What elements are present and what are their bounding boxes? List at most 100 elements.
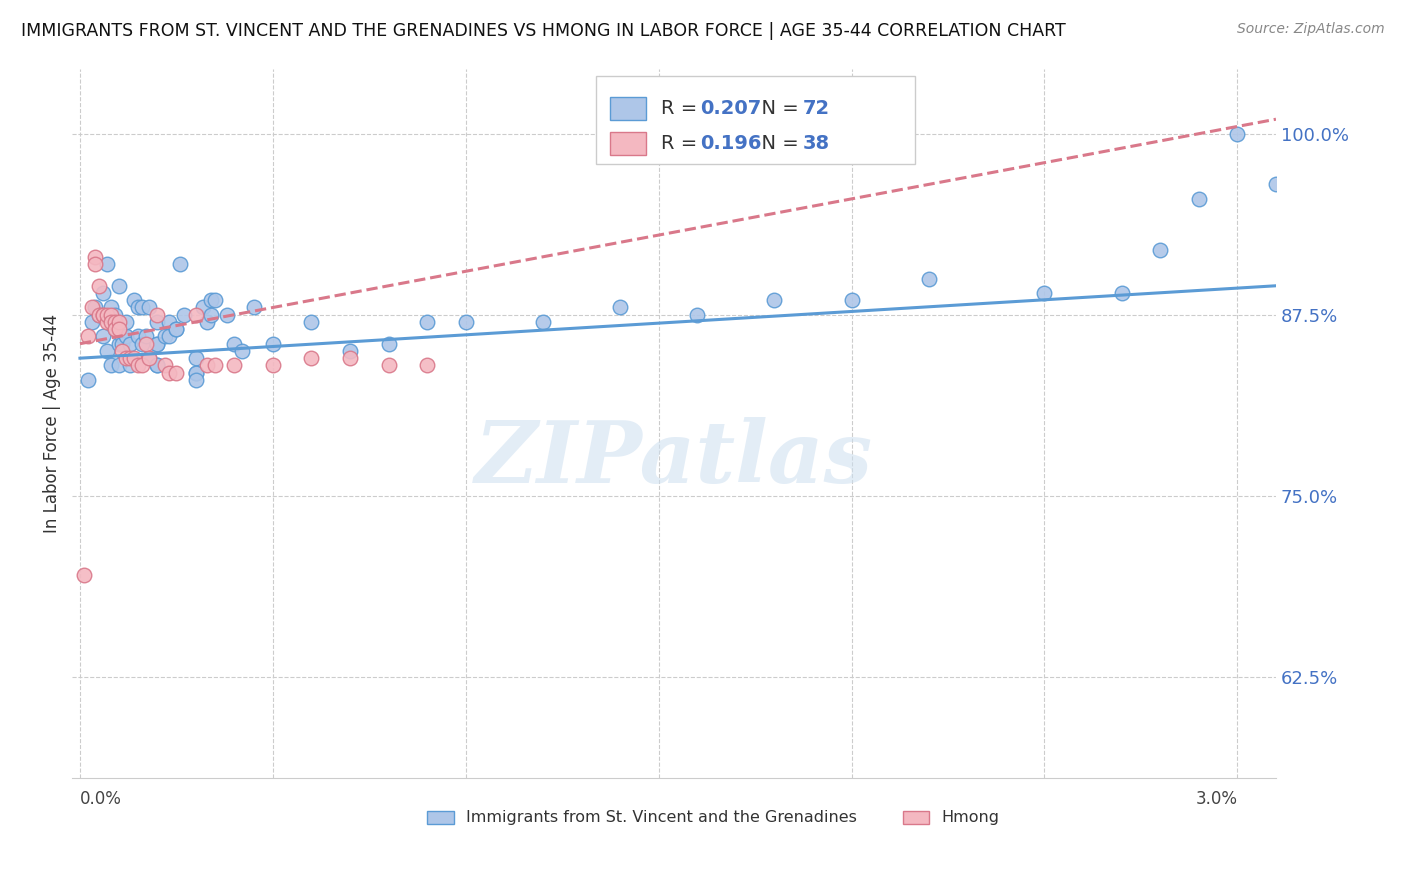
Point [96,343,118,358]
Point [131,301,153,315]
Point [146,359,169,373]
Point [146,359,169,373]
Point [200,293,222,308]
Point [1188,192,1211,206]
Point [80,301,103,315]
Point [122,293,145,308]
Point [107,359,129,373]
FancyBboxPatch shape [596,76,915,164]
Point [91,308,114,322]
Text: 0.207: 0.207 [700,99,762,118]
Point [84,250,107,264]
Point [100,308,122,322]
Point [184,351,207,366]
Point [127,301,149,315]
Point [104,322,127,336]
Point [173,308,195,322]
Point [609,301,631,315]
Point [131,359,153,373]
Point [416,359,439,373]
Point [195,359,218,373]
Point [157,366,180,380]
Text: IMMIGRANTS FROM ST. VINCENT AND THE GRENADINES VS HMONG IN LABOR FORCE | AGE 35-: IMMIGRANTS FROM ST. VINCENT AND THE GREN… [21,22,1066,40]
Point [73,568,96,582]
Point [184,366,207,380]
Point [138,301,160,315]
Point [120,336,142,351]
Point [146,308,169,322]
Point [1033,285,1056,300]
Point [339,343,361,358]
Text: Immigrants from St. Vincent and the Grenadines: Immigrants from St. Vincent and the Gren… [465,810,856,825]
Point [231,343,253,358]
FancyBboxPatch shape [427,811,454,823]
Text: 0.196: 0.196 [700,135,762,153]
Point [165,322,187,336]
Point [262,336,284,351]
Point [89,308,111,322]
Point [841,293,863,308]
Point [111,329,134,343]
Point [146,315,169,329]
Point [339,351,361,366]
FancyBboxPatch shape [610,132,647,155]
Point [1149,243,1171,257]
Point [195,315,218,329]
Point [184,308,207,322]
Point [76,373,98,387]
Point [120,359,142,373]
Point [224,336,246,351]
Point [96,315,118,329]
Point [84,301,107,315]
Point [184,373,207,387]
Y-axis label: In Labor Force | Age 35-44: In Labor Force | Age 35-44 [44,314,60,533]
Point [169,257,191,271]
Text: Source: ZipAtlas.com: Source: ZipAtlas.com [1237,22,1385,37]
Text: N =: N = [749,99,804,118]
Point [146,336,169,351]
Point [104,322,127,336]
FancyBboxPatch shape [610,97,647,120]
Point [763,293,786,308]
Point [111,343,134,358]
Point [135,336,157,351]
Point [80,315,103,329]
Point [100,359,122,373]
Point [111,336,134,351]
Point [165,322,187,336]
Point [157,315,180,329]
Point [91,285,114,300]
Point [138,351,160,366]
Point [91,329,114,343]
Text: 38: 38 [803,135,830,153]
Point [165,366,187,380]
Text: ZIPatlas: ZIPatlas [475,417,873,500]
Point [89,278,111,293]
FancyBboxPatch shape [903,811,929,823]
Point [416,315,439,329]
Point [131,336,153,351]
Text: R =: R = [661,99,703,118]
Point [127,329,149,343]
Point [135,329,157,343]
Point [107,315,129,329]
Point [153,329,176,343]
Point [204,359,226,373]
Point [184,366,207,380]
Point [1265,178,1288,192]
Text: R =: R = [661,135,703,153]
Point [120,351,142,366]
Point [204,293,226,308]
Point [262,359,284,373]
Point [107,322,129,336]
Point [686,308,709,322]
Point [138,351,160,366]
Point [96,257,118,271]
Point [153,359,176,373]
Point [104,308,127,322]
Point [84,257,107,271]
Point [115,351,138,366]
Point [224,359,246,373]
Point [215,308,238,322]
Point [122,351,145,366]
